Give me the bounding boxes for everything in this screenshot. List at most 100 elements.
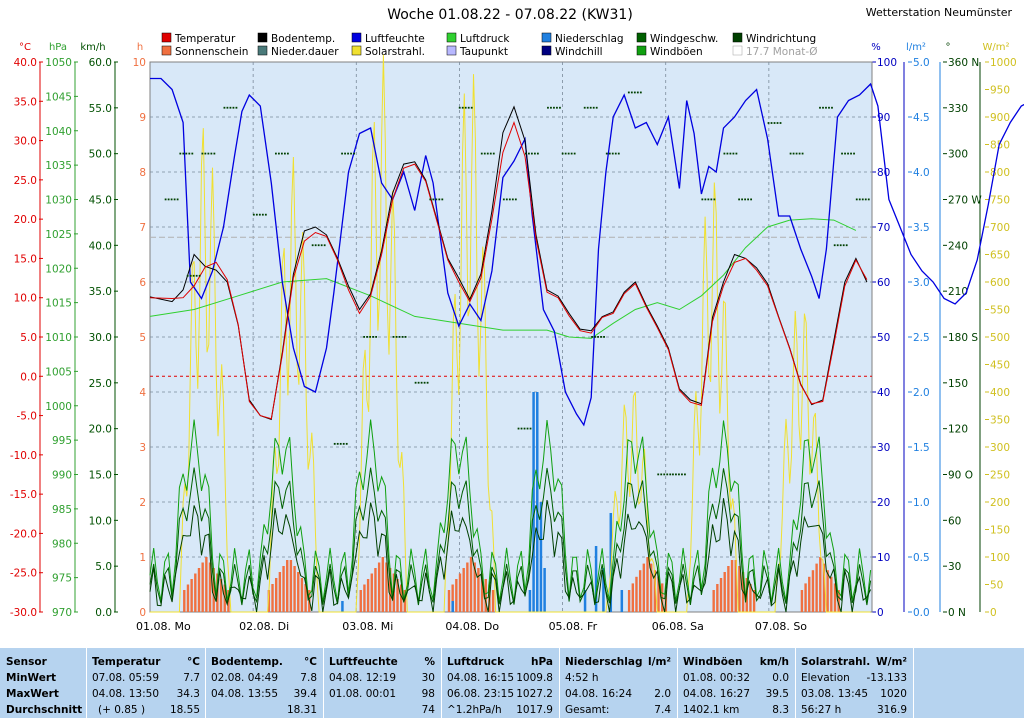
wind-direction-dot — [524, 152, 527, 155]
wind-direction-dot — [828, 106, 830, 109]
stats-col-soil: Bodentemp. °C 02.08. 04:49 7.8 04.08. 13:5… — [211, 648, 317, 718]
press-max-val: 1027.2 — [516, 688, 553, 700]
axis-tick-solar: 900 — [990, 112, 1010, 124]
sunshine-bar — [815, 563, 818, 612]
wind-direction-dot — [429, 198, 432, 201]
axis-tick-temp: 15.0 — [14, 253, 37, 265]
sunshine-bar — [712, 590, 715, 612]
axis-tick-pressure: 1000 — [45, 401, 72, 413]
sunshine-bar — [455, 579, 458, 612]
legend-label-8: Nieder.dauer — [271, 46, 339, 58]
axis-tick-temp: 40.0 — [14, 57, 37, 69]
axis-tick-winddir: 60 — [948, 515, 961, 527]
wind-direction-dot — [842, 244, 845, 247]
axis-tick-temp: 30.0 — [14, 136, 37, 148]
x-tick-label: 01.08. Mo — [136, 620, 191, 633]
sunshine-bar — [730, 560, 734, 612]
axis-tick-temp: 35.0 — [14, 96, 37, 108]
wind-direction-dot — [255, 213, 258, 216]
axis-tick-solar: 250 — [990, 470, 1010, 482]
sunshine-bar — [837, 590, 840, 612]
wind-direction-dot — [258, 213, 261, 216]
stats-col-humidity: Luftfeuchte% 04.08. 12:19 30 01.08. 00:01… — [329, 648, 435, 718]
legend-label-2: Luftfeuchte — [365, 33, 425, 45]
wind-direction-dot — [182, 152, 185, 155]
sunshine-bar — [366, 579, 370, 612]
legend-swatch-1 — [257, 32, 268, 43]
wind-direction-dot — [438, 198, 441, 201]
gust-distance: 1402.1 km — [683, 704, 740, 716]
wind-direction-dot — [550, 106, 552, 109]
axis-tick-wind: 10.0 — [89, 515, 112, 527]
sunshine-bar — [183, 590, 186, 612]
wind-direction-dot — [678, 473, 680, 476]
wind-direction-dot — [747, 198, 750, 201]
sunshine-bar — [205, 557, 208, 612]
sunshine-bar — [716, 584, 719, 612]
sunshine-bar — [374, 568, 377, 612]
wind-direction-dot — [701, 198, 704, 201]
sunshine-bar — [734, 560, 737, 612]
axis-tick-solar: 150 — [990, 525, 1010, 537]
wind-direction-dot — [704, 198, 707, 201]
wind-direction-dot — [767, 122, 770, 124]
wind-direction-dot — [611, 152, 614, 155]
sunshine-bar — [811, 570, 815, 612]
wind-direction-dot — [603, 336, 605, 338]
sunshine-bar — [804, 583, 807, 612]
wind-direction-dot — [633, 91, 636, 94]
wind-direction-dot — [336, 442, 339, 445]
axis-tick-pressure: 1010 — [45, 332, 72, 344]
sunshine-bar — [631, 583, 634, 612]
wind-mean-line — [149, 498, 872, 613]
humidity-line — [150, 77, 1024, 427]
wind-direction-dot — [342, 442, 345, 445]
axis-unit-temp: °C — [19, 42, 31, 53]
precip-unit: l/m² — [648, 656, 671, 668]
sunshine-bar — [822, 563, 826, 612]
wind-direction-dot — [776, 122, 779, 124]
solar-max-time: 03.08. 13:45 — [801, 688, 868, 700]
wind-direction-dot — [170, 198, 173, 201]
axis-tick-pressure: 1045 — [45, 91, 72, 103]
axis-tick-solar: 600 — [990, 277, 1010, 289]
wind-direction-dot — [600, 336, 602, 338]
wind-direction-dot — [435, 198, 438, 201]
wind-direction-dot — [207, 152, 210, 155]
gust-max-val: 39.5 — [765, 688, 789, 700]
sunshine-bar — [723, 572, 726, 612]
wind-direction-dot — [597, 336, 599, 338]
wind-direction-dot — [201, 152, 204, 155]
precipitation-bar — [532, 392, 535, 612]
hum-header: Luftfeuchte — [329, 656, 398, 668]
wind-direction-dot — [441, 198, 444, 201]
wind-direction-dot — [432, 198, 435, 201]
wind-direction-dot — [779, 122, 782, 124]
axis-tick-precip: 0.0 — [913, 607, 930, 619]
axis-tick-pressure: 975 — [52, 573, 72, 585]
sunshine-bar — [396, 579, 399, 612]
wind-direction-dot — [392, 336, 395, 338]
wind-direction-dot — [853, 152, 855, 155]
legend-swatch-9 — [351, 45, 362, 56]
axis-tick-solar: 500 — [990, 332, 1010, 344]
wind-direction-dot — [738, 198, 741, 201]
axis-tick-pressure: 1030 — [45, 195, 72, 207]
wind-direction-dot — [586, 106, 589, 109]
axis-tick-humidity: 30 — [877, 442, 890, 454]
sunshine-bar — [377, 562, 381, 612]
axis-tick-pressure: 1015 — [45, 298, 72, 310]
precipitation-bar — [583, 590, 587, 612]
press-min-time: 04.08. 16:15 — [447, 672, 514, 684]
wind-direction-dot — [773, 122, 776, 124]
axis-tick-wind: 0.0 — [95, 607, 112, 619]
wind-direction-dot — [232, 106, 235, 109]
wind-direction-dot — [401, 336, 404, 338]
wind-direction-dot — [467, 106, 470, 109]
axis-tick-solar: 200 — [990, 497, 1010, 509]
gust-min-time: 01.08. 00:32 — [683, 672, 750, 684]
wind-direction-dot — [713, 198, 716, 201]
axis-tick-wind: 30.0 — [89, 332, 112, 344]
axis-tick-temp: 25.0 — [14, 175, 37, 187]
axis-tick-pressure: 985 — [52, 504, 72, 516]
